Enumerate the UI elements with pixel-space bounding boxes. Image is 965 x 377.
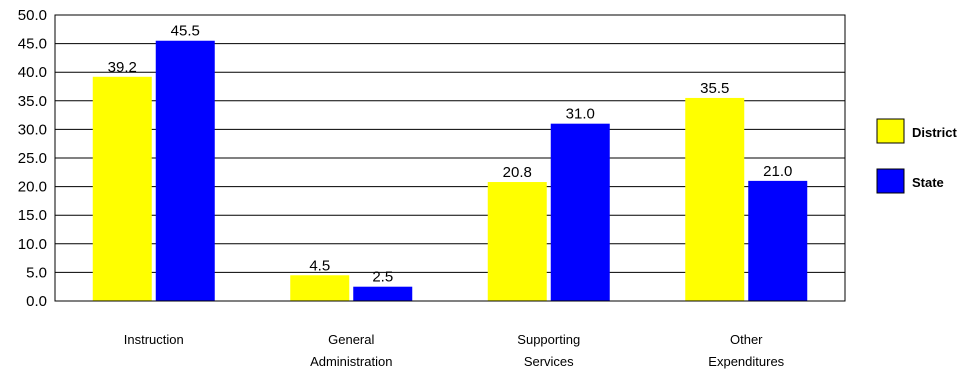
bar-district bbox=[685, 97, 745, 301]
value-labels: 39.2 45.5 4.5 2.5 20.8 31.0 35.5 21.0 bbox=[108, 23, 793, 286]
y-tick-label: 50.0 bbox=[18, 7, 47, 24]
data-label: 31.0 bbox=[566, 106, 595, 123]
y-tick-label: 45.0 bbox=[18, 36, 47, 53]
bar-state bbox=[353, 286, 413, 301]
legend-swatch-state bbox=[876, 168, 905, 194]
data-label: 2.5 bbox=[372, 269, 393, 286]
data-label: 45.5 bbox=[171, 23, 200, 40]
x-category-label: Instruction bbox=[124, 332, 184, 347]
y-tick-label: 20.0 bbox=[18, 179, 47, 196]
legend-swatch-district bbox=[876, 118, 905, 144]
legend-label: State bbox=[912, 175, 944, 190]
bar-state bbox=[550, 123, 610, 302]
y-tick-label: 15.0 bbox=[18, 207, 47, 224]
y-tick-label: 5.0 bbox=[26, 264, 47, 281]
x-axis-category-labels: Instruction General Administration Supporti… bbox=[124, 332, 785, 369]
x-category-label: General bbox=[328, 332, 374, 347]
y-tick-label: 0.0 bbox=[26, 293, 47, 310]
bar-state bbox=[748, 180, 808, 301]
data-label: 4.5 bbox=[309, 257, 330, 274]
x-category-label: Supporting bbox=[517, 332, 580, 347]
y-axis-tick-labels: 0.0 5.0 10.0 15.0 20.0 25.0 30.0 35.0 40.0 45.0 50… bbox=[18, 7, 47, 310]
plot-area-border bbox=[54, 14, 846, 302]
x-category-label: Other bbox=[730, 332, 763, 347]
bar-district bbox=[290, 275, 350, 301]
y-tick-label: 40.0 bbox=[18, 64, 47, 81]
legend-label: District bbox=[912, 125, 957, 140]
bars bbox=[92, 40, 808, 302]
data-label: 20.8 bbox=[503, 164, 532, 181]
y-tick-label: 10.0 bbox=[18, 236, 47, 253]
x-category-label: Services bbox=[524, 354, 574, 369]
data-label: 21.0 bbox=[763, 163, 792, 180]
y-tick-label: 30.0 bbox=[18, 121, 47, 138]
data-label: 35.5 bbox=[700, 80, 729, 97]
bar-state bbox=[155, 40, 215, 302]
data-label: 39.2 bbox=[108, 59, 137, 76]
legend: District State bbox=[876, 118, 957, 194]
x-category-label: Expenditures bbox=[708, 354, 784, 369]
y-tick-label: 25.0 bbox=[18, 150, 47, 167]
y-tick-label: 35.0 bbox=[18, 93, 47, 110]
bar-district bbox=[92, 76, 152, 301]
x-category-label: Administration bbox=[310, 354, 392, 369]
bar-district bbox=[487, 182, 547, 301]
